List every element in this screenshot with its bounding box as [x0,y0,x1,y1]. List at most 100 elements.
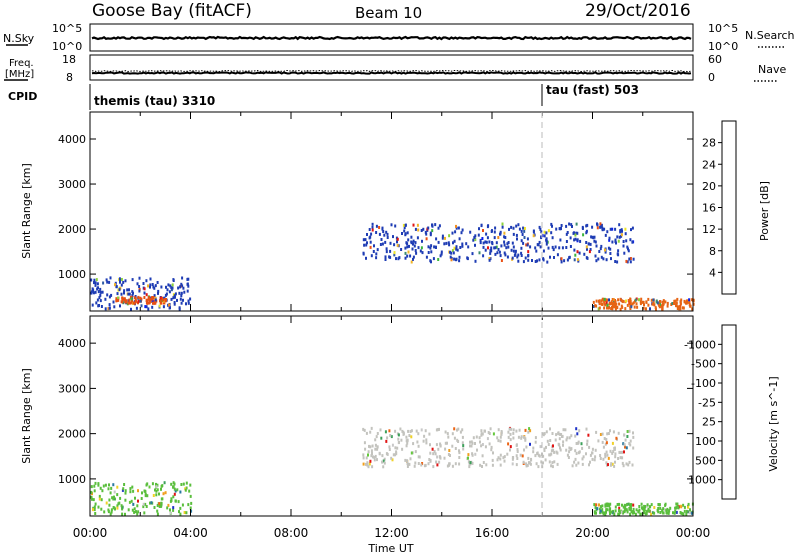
power-colorbar: 4 8 12 16 20 24 28 [702,120,737,295]
scatter-mark [615,436,618,440]
scatter-mark [621,229,623,233]
scatter-mark [382,459,385,463]
scatter-mark [375,435,378,439]
scatter-mark [668,509,671,513]
scatter-mark [403,226,406,230]
scatter-mark [573,258,576,262]
scatter-mark [437,447,440,451]
scatter-mark [617,298,620,302]
scatter-mark [616,503,619,506]
scatter-mark [453,239,456,243]
scatter-mark [371,228,374,232]
scatter-mark [124,491,127,495]
scatter-mark [515,233,518,237]
scatter-mark [526,243,529,247]
scatter-mark [429,231,432,235]
scatter-mark [131,508,134,512]
scatter-mark [121,505,124,509]
scatter-mark [594,240,597,244]
scatter-mark [632,431,634,435]
scatter-mark [391,458,394,462]
scatter-mark [597,299,600,303]
scatter-mark [153,286,156,290]
scatter-mark [624,307,627,311]
scatter-mark [449,255,452,259]
scatter-mark [146,298,149,302]
scatter-mark [115,285,118,289]
scatter-mark [401,447,404,451]
scatter-mark [666,304,669,308]
scatter-mark [444,430,447,434]
scatter-mark [91,303,94,307]
scatter-mark [673,302,675,305]
scatter-mark [91,497,93,501]
time-axis: 00:00 04:00 08:00 12:00 16:00 20:00 00:00 [73,526,711,540]
scatter-mark [378,232,381,236]
scatter-mark [407,238,410,242]
scatter-mark [619,297,622,301]
scatter-mark [104,307,107,311]
scatter-mark [551,245,554,249]
scatter-mark [374,438,377,442]
scatter-mark [617,253,620,257]
scatter-mark [434,223,437,227]
scatter-mark [603,297,606,301]
scatter-mark [619,451,622,454]
scatter-mark [480,223,483,227]
scatter-mark [506,242,509,246]
scatter-mark [624,445,626,449]
scatter-mark [610,257,612,261]
scatter-mark [453,257,456,261]
scatter-mark [145,305,148,309]
scatter-mark [605,441,608,445]
scatter-mark [371,225,374,229]
scatter-mark [110,508,113,512]
scatter-mark [503,235,506,239]
scatter-mark [159,296,162,300]
scatter-mark [388,448,391,451]
scatter-mark [606,230,609,234]
scatter-mark [556,462,559,466]
scatter-mark [608,236,611,240]
scatter-mark [560,257,563,261]
scatter-mark [370,232,373,236]
y-tick-label: 2000 [58,428,86,441]
scatter-mark [489,427,492,431]
scatter-mark [612,430,615,434]
scatter-mark [589,453,592,457]
scatter-mark [150,501,153,505]
scatter-mark [184,488,187,492]
scatter-mark [562,443,564,447]
scatter-mark [419,249,422,253]
scatter-mark [110,486,113,490]
scatter-mark [478,227,480,231]
scatter-mark [601,504,604,508]
scatter-mark [445,241,448,245]
scatter-mark [147,284,149,288]
scatter-mark [401,429,404,433]
scatter-mark [443,456,446,460]
scatter-mark [186,277,189,281]
scatter-mark [554,438,557,442]
scatter-mark [148,301,151,305]
y-tick-label: 4000 [58,133,86,146]
scatter-mark [369,445,372,449]
colorbar-tick-label: 20 [702,180,716,193]
scatter-mark [373,456,376,459]
scatter-mark [631,240,634,244]
scatter-mark [408,244,410,248]
scatter-mark [591,225,594,229]
scatter-mark [373,244,375,248]
scatter-mark [474,238,477,242]
scatter-mark [536,259,538,263]
scatter-mark [409,254,412,258]
scatter-mark [417,228,420,232]
scatter-mark [449,454,451,457]
scatter-mark [603,227,606,231]
scatter-mark [515,429,518,433]
scatter-mark [170,497,173,501]
scatter-mark [623,509,626,513]
station-title: Goose Bay (fitACF) [92,1,252,21]
scatter-mark [427,462,430,466]
scatter-mark [487,431,490,434]
